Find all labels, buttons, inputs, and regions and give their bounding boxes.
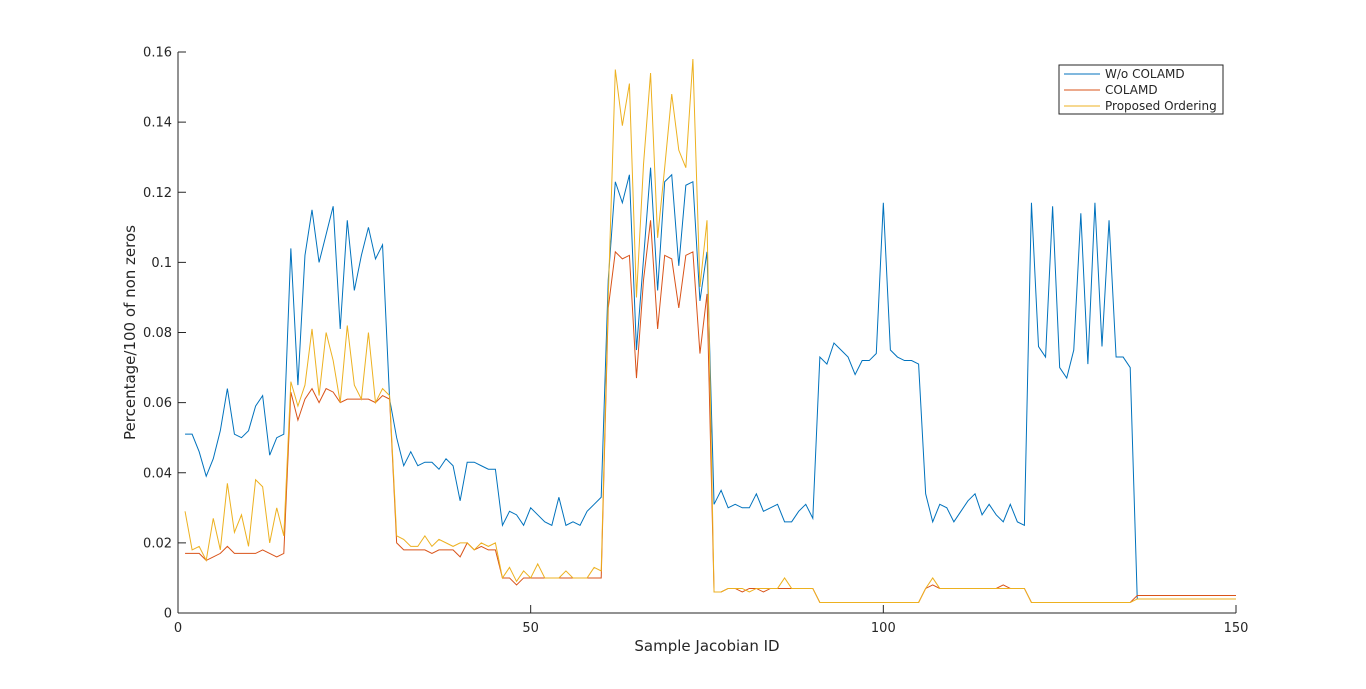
- legend: W/o COLAMD COLAMD Proposed Ordering: [1058, 64, 1224, 115]
- axes-layer: 0 50 100 150 0 0.02 0.04 0.06 0.08 0.1 0.12 0.14 0.1…: [143, 46, 1248, 637]
- x-tick-label: 150: [1224, 621, 1249, 636]
- legend-entry-label: W/o COLAMD: [1105, 67, 1185, 81]
- y-tick-label: 0.08: [143, 326, 172, 341]
- series-line-1: [185, 167, 1236, 600]
- y-tick-label: 0.06: [143, 396, 172, 411]
- y-tick-label: 0.04: [143, 466, 172, 481]
- y-tick-label: 0.1: [151, 256, 172, 271]
- series-layer: [184, 58, 1236, 603]
- x-tick-label: 0: [174, 621, 182, 636]
- y-tick-label: 0: [164, 607, 172, 622]
- x-tick-label: 100: [871, 621, 896, 636]
- x-tick-label: 50: [522, 621, 539, 636]
- series-line-3: [184, 58, 1236, 603]
- y-tick-label: 0.12: [143, 186, 172, 201]
- legend-entry-label: Proposed Ordering: [1105, 99, 1217, 113]
- y-tick-label: 0.16: [143, 46, 172, 61]
- y-tick-label: 0.02: [143, 536, 172, 551]
- legend-entry-label: COLAMD: [1105, 83, 1158, 97]
- y-tick-label: 0.14: [143, 116, 172, 131]
- x-axis-label: Sample Jacobian ID: [634, 637, 779, 655]
- y-axis-label: Percentage/100 of non zeros: [121, 225, 139, 440]
